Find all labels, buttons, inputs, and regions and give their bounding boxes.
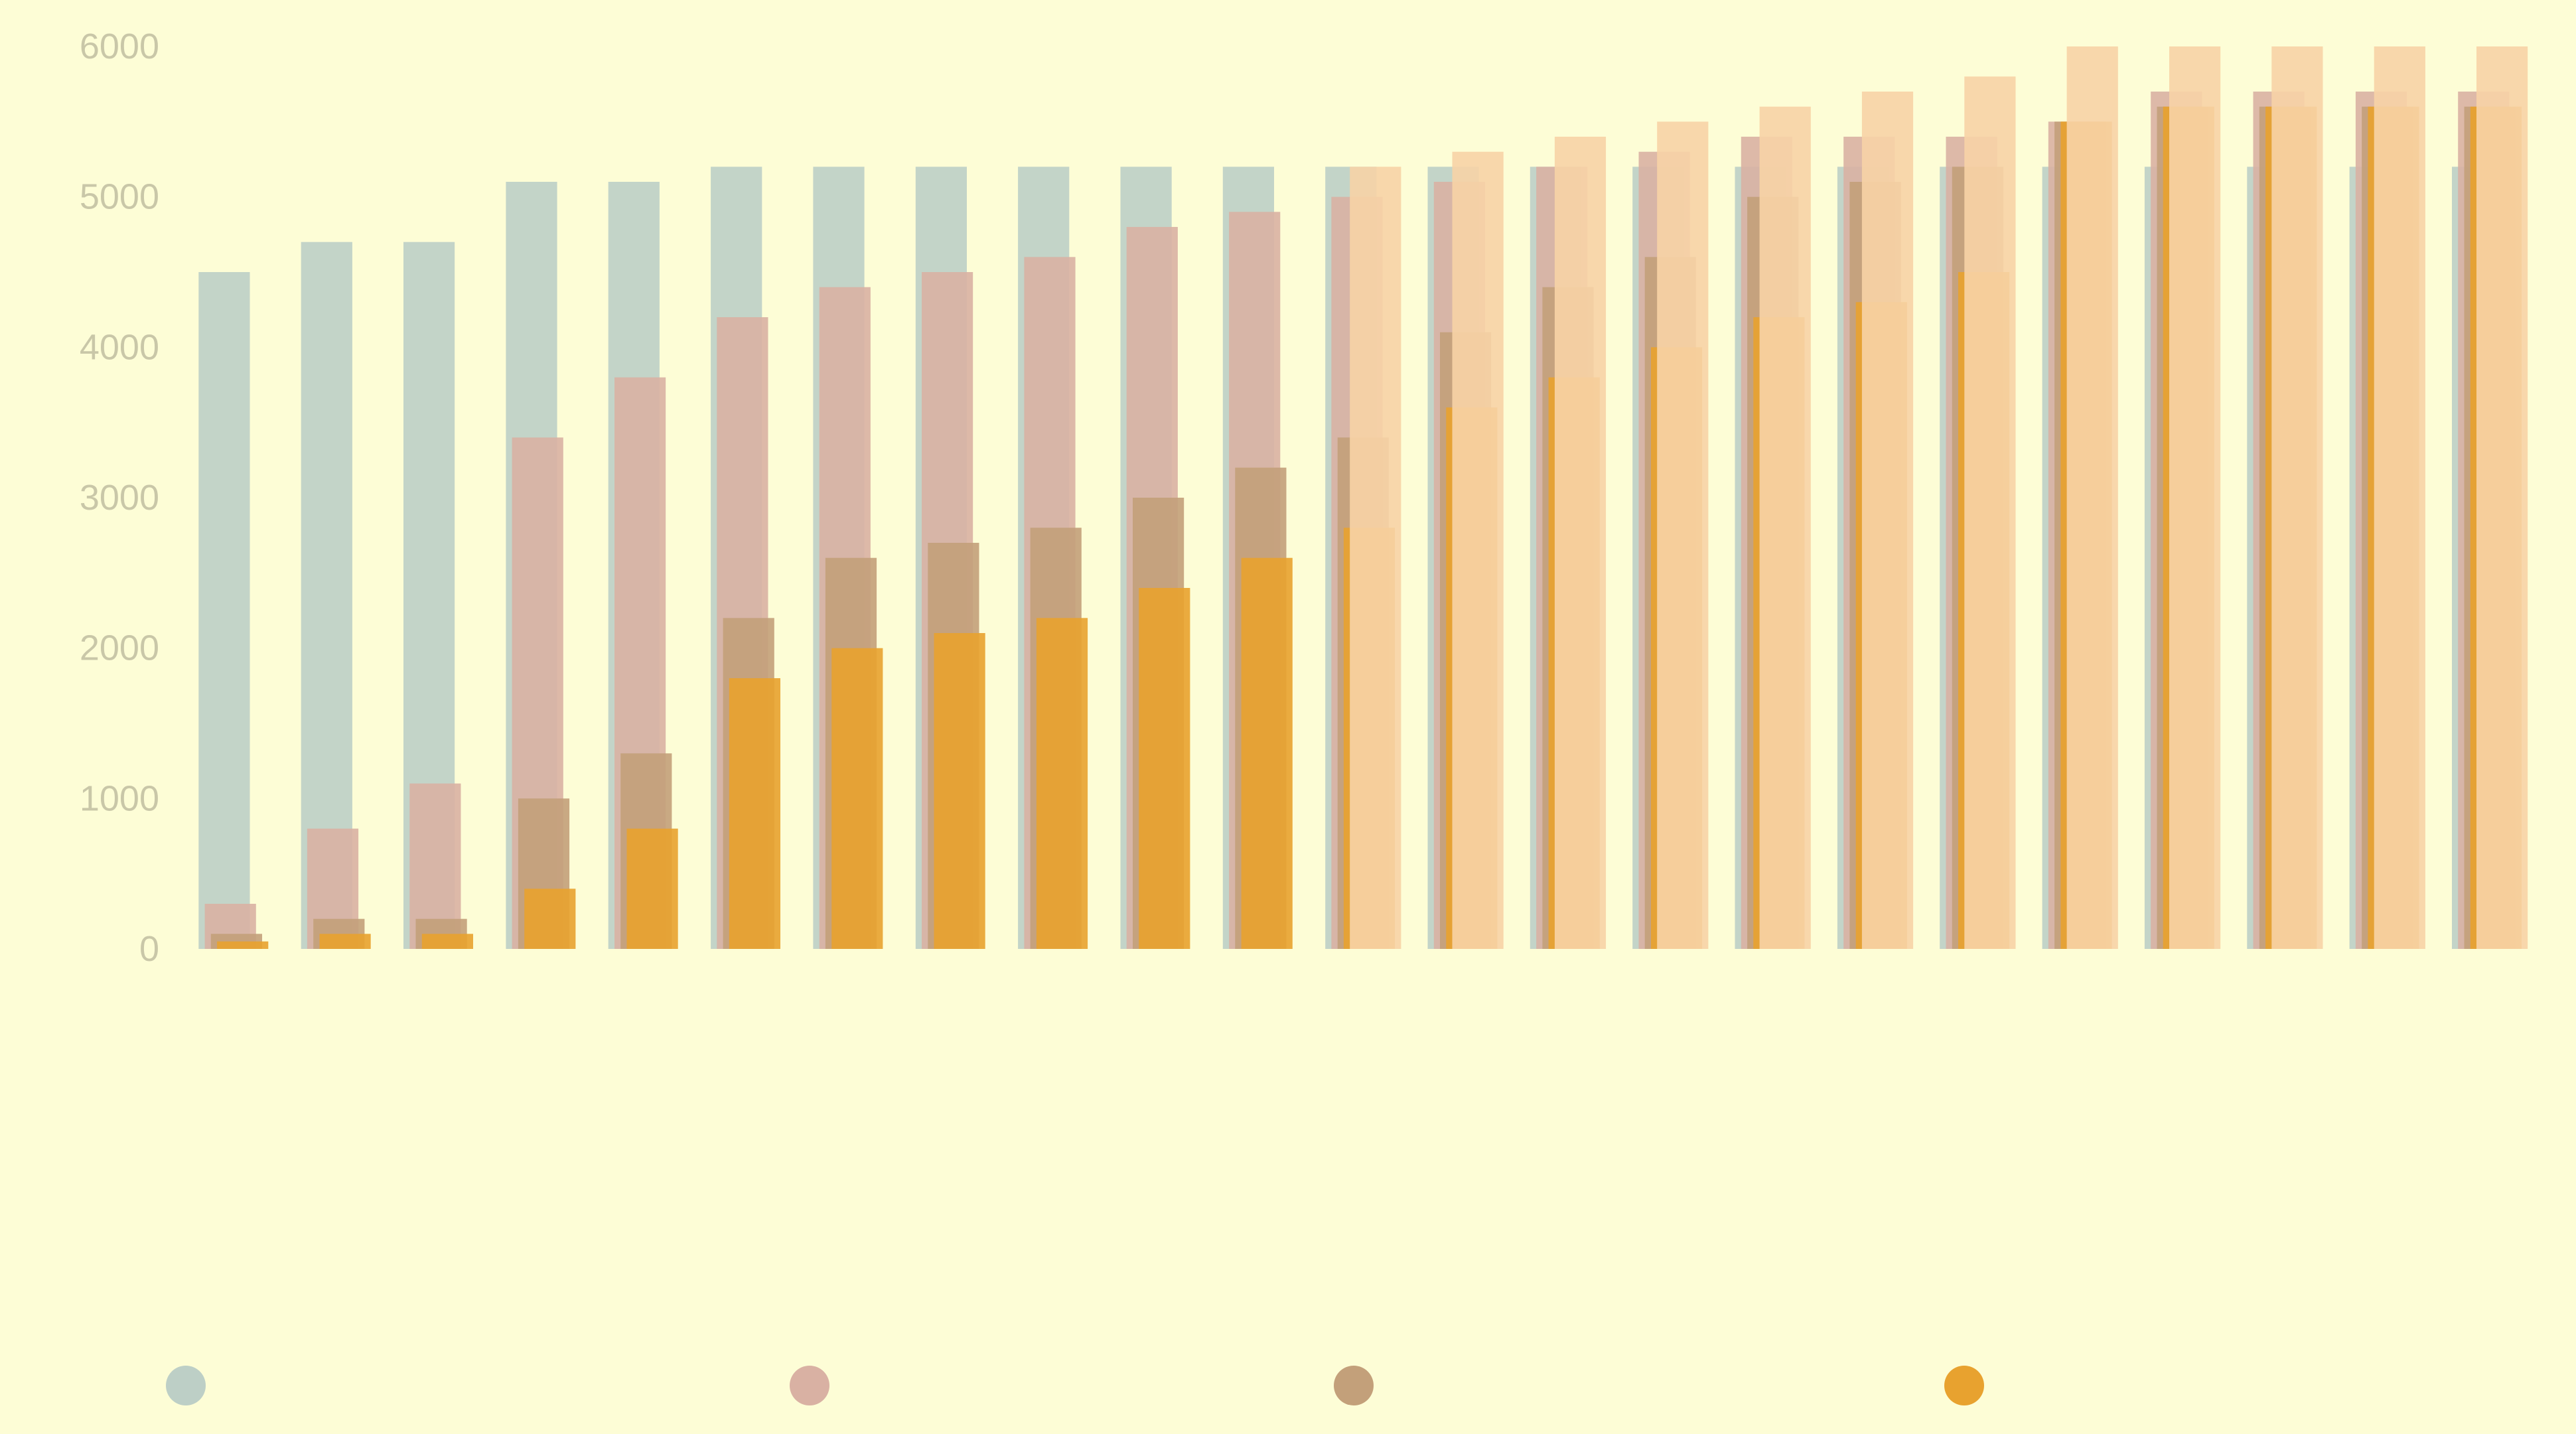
bar [626,828,678,949]
legend-item [790,1366,829,1405]
bar [1036,618,1088,949]
y-tick-label: 3000 [80,478,159,518]
bar [1657,121,1709,949]
legend-swatch [1334,1366,1374,1405]
y-tick-label: 2000 [80,628,159,668]
legend-swatch [790,1366,829,1405]
bar [2476,46,2528,949]
bar [1964,76,2016,949]
y-tick-label: 5000 [80,177,159,217]
bar [1241,557,1293,949]
bar [421,934,473,949]
y-tick-label: 4000 [80,327,159,367]
legend-swatch [166,1366,206,1405]
bar [2374,46,2425,949]
y-tick-label: 1000 [80,778,159,818]
bar [198,272,250,949]
bar [217,941,269,949]
bar [1452,151,1504,950]
legend [166,1366,1984,1405]
bar [831,648,883,949]
y-tick-label: 0 [139,929,159,969]
bar [1350,167,1401,949]
bar [729,678,780,949]
bar [1554,137,1607,949]
bar [2271,46,2323,949]
bars [198,46,2528,950]
legend-swatch [1944,1366,1984,1405]
bar [1759,106,1811,950]
bar [524,889,576,949]
legend-item [1944,1366,1984,1405]
bar [1861,92,1914,949]
bar [2169,46,2221,949]
bar [2066,46,2118,949]
series-4 [1350,46,2528,950]
y-tick-label: 6000 [80,27,159,66]
legend-item [1334,1366,1374,1405]
bar [934,633,985,949]
bar [319,934,371,949]
y-axis: 0 1000 2000 3000 4000 5000 6000 [80,27,159,969]
legend-item [166,1366,206,1405]
bar [1139,588,1190,949]
